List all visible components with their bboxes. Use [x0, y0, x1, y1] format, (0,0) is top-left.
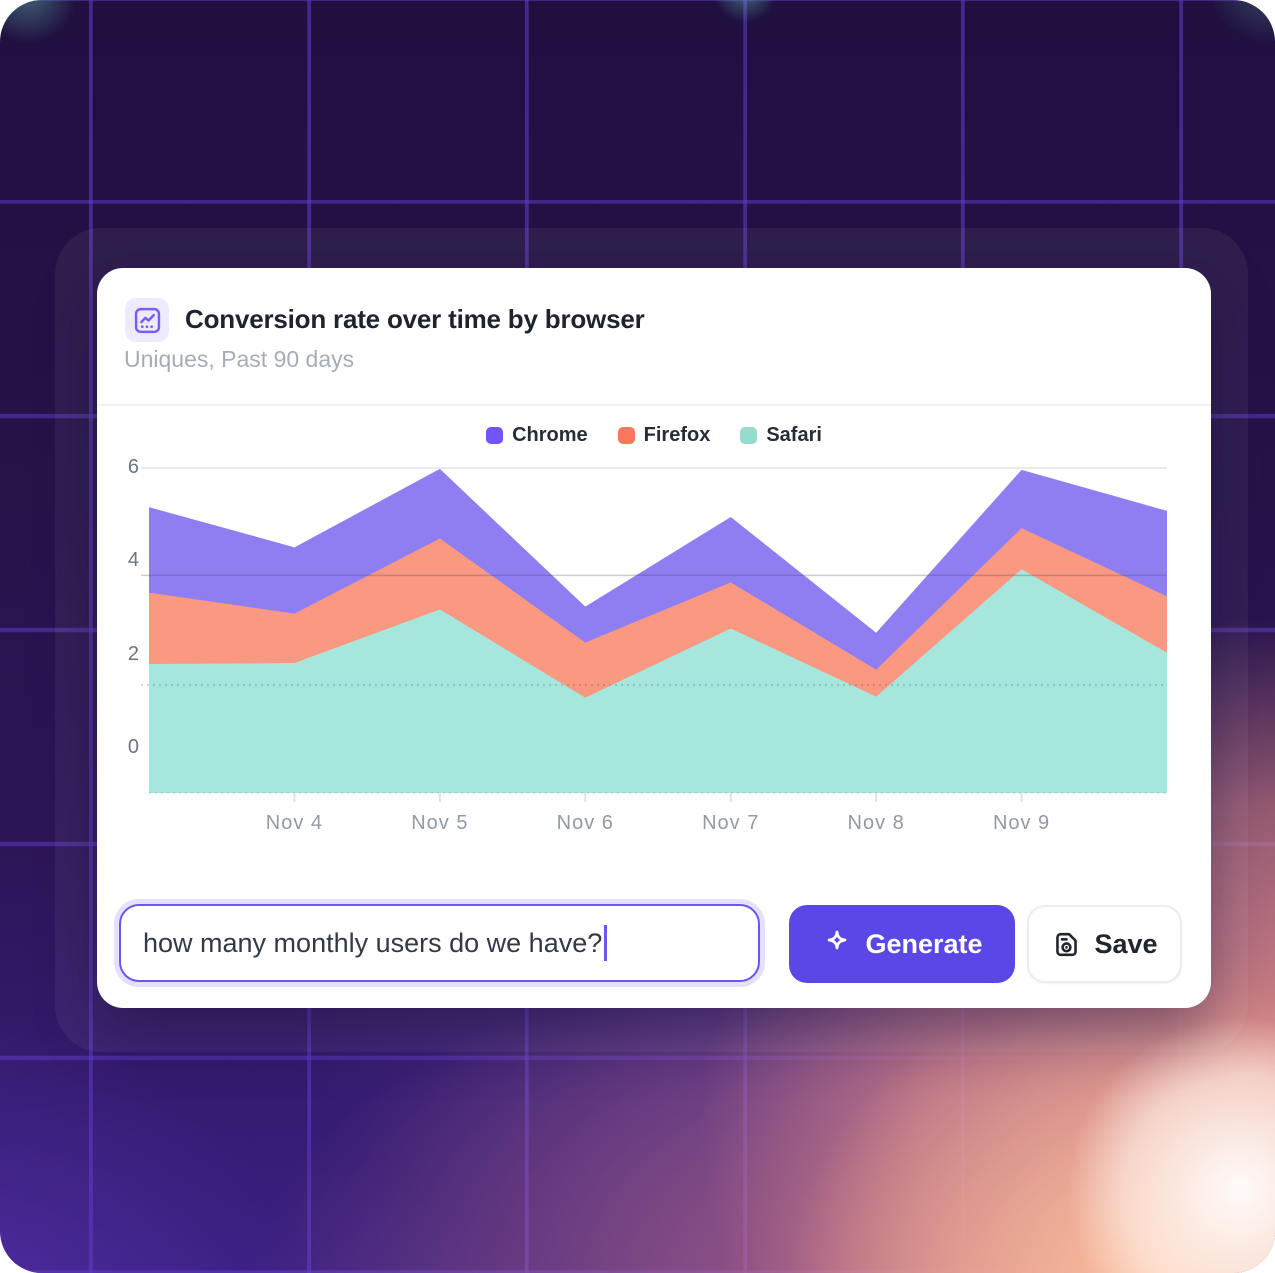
text-cursor [604, 925, 608, 961]
page-title: Conversion rate over time by browser [185, 304, 645, 334]
y-tick-label: 6 [127, 455, 139, 478]
generate-button-label: Generate [865, 928, 983, 959]
legend-swatch-firefox [617, 427, 635, 444]
legend-swatch-chrome [486, 427, 504, 444]
y-tick-label: 4 [127, 549, 139, 572]
prompt-input-value: how many monthly users do we have? [143, 927, 603, 958]
header-divider [97, 404, 1211, 406]
y-tick-label: 0 [127, 736, 139, 758]
line-chart-icon [125, 298, 169, 342]
x-tick-label: Nov 4 [265, 812, 324, 834]
floppy-disk-icon [1056, 932, 1078, 956]
insight-card: Conversion rate over time by browser Uni… [97, 268, 1211, 1008]
legend-swatch-safari [740, 427, 758, 444]
ai-prompt-input[interactable]: how many monthly users do we have? [119, 904, 760, 982]
x-tick-label: Nov 9 [992, 812, 1051, 834]
x-tick-label: Nov 7 [702, 812, 760, 834]
legend-label: Firefox [643, 424, 711, 446]
x-tick-label: Nov 8 [847, 812, 905, 834]
legend-item-chrome: Chrome [486, 424, 588, 447]
area-series-safari [149, 569, 1167, 793]
save-button-label: Save [1094, 928, 1158, 959]
conversion-area-chart [141, 466, 1167, 802]
x-tick-label: Nov 5 [411, 812, 469, 834]
page-subtitle: Uniques, Past 90 days [124, 346, 355, 372]
sparkle-icon [828, 930, 847, 950]
legend-item-firefox: Firefox [617, 424, 711, 447]
y-tick-label: 2 [127, 642, 139, 665]
legend-label: Chrome [512, 424, 588, 446]
legend-item-safari: Safari [740, 424, 822, 447]
x-tick-label: Nov 6 [556, 812, 614, 834]
generate-button[interactable]: Generate [789, 905, 1015, 983]
chart-legend: Chrome Firefox Safari [97, 424, 1211, 447]
legend-label: Safari [766, 424, 822, 446]
save-button[interactable]: Save [1027, 905, 1182, 983]
